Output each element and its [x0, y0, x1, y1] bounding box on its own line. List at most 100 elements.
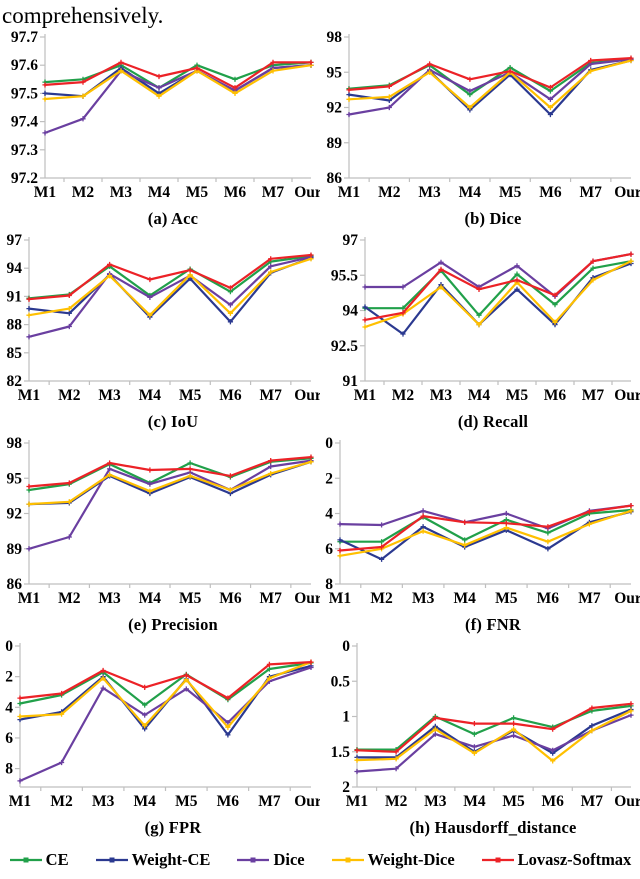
- svg-text:91: 91: [343, 373, 359, 390]
- svg-text:97.2: 97.2: [11, 170, 38, 187]
- svg-text:M2: M2: [50, 793, 73, 810]
- svg-text:97: 97: [7, 233, 23, 249]
- svg-text:M3: M3: [92, 793, 115, 810]
- svg-text:8: 8: [325, 576, 333, 593]
- svg-text:89: 89: [327, 135, 343, 152]
- legend-item-lovasz-softmax: Lovasz-Softmax: [481, 850, 632, 870]
- svg-text:M1: M1: [9, 793, 31, 810]
- svg-text:M6: M6: [217, 793, 240, 810]
- svg-text:8: 8: [5, 761, 13, 778]
- chart-fpr: 0 2 4 6 8 M1 M2 M3 M4 M5 M6 M7 Ours (g) FPR: [0, 639, 320, 841]
- svg-text:M5: M5: [186, 184, 209, 201]
- svg-text:M3: M3: [98, 387, 121, 404]
- svg-text:M3: M3: [430, 387, 453, 404]
- svg-text:6: 6: [325, 541, 333, 558]
- svg-text:M6: M6: [544, 387, 567, 404]
- chart-fnr: 0 2 4 6 8M1 M2 M3 M4 M5 M6 M7 Ours (f) FNR: [320, 436, 640, 638]
- svg-text:Ours: Ours: [614, 387, 640, 404]
- weight-ce-line-marker-icon: [95, 857, 128, 863]
- svg-text:97.3: 97.3: [11, 142, 38, 159]
- svg-text:2: 2: [342, 779, 350, 796]
- legend-label: Lovasz-Softmax: [517, 850, 632, 869]
- chart-acc: 97.2 97.3 97.4 97.5 97.6 97.7 M1 M2 M3 M4 M5 M6 M7 Ou…: [0, 30, 320, 232]
- svg-text:M4: M4: [463, 793, 486, 810]
- svg-text:M7: M7: [582, 387, 605, 404]
- svg-text:Ours: Ours: [614, 793, 640, 810]
- svg-text:M7: M7: [578, 590, 601, 607]
- legend: CE Weight-CE Dice Weight-Dice Lovasz-Softmax: [0, 850, 640, 870]
- svg-text:92.5: 92.5: [331, 338, 358, 355]
- svg-text:M1: M1: [354, 387, 376, 404]
- svg-text:86: 86: [327, 170, 343, 187]
- svg-text:97.5: 97.5: [11, 85, 38, 102]
- svg-text:98: 98: [327, 30, 343, 46]
- intro-text: comprehensively.: [2, 3, 164, 28]
- chart-dice: 86 89 92 95 98 M1 M2 M3 M4 M5 M6 M7 Ours (b) Dice: [320, 30, 640, 232]
- legend-item-weight-dice: Weight-Dice: [331, 850, 455, 870]
- svg-text:M7: M7: [581, 793, 604, 810]
- svg-text:0.5: 0.5: [331, 673, 351, 690]
- svg-text:85: 85: [7, 345, 23, 362]
- svg-text:M2: M2: [392, 387, 415, 404]
- svg-text:M2: M2: [72, 184, 95, 201]
- svg-text:M2: M2: [58, 387, 81, 404]
- svg-text:Ours: Ours: [294, 184, 320, 201]
- svg-text:M6: M6: [219, 590, 242, 607]
- svg-text:95: 95: [327, 64, 343, 81]
- chart-fnr-canvas: 0 2 4 6 8M1 M2 M3 M4 M5 M6 M7 Ours: [325, 436, 640, 607]
- svg-text:94: 94: [343, 303, 359, 320]
- svg-text:97.4: 97.4: [11, 114, 38, 131]
- svg-text:98: 98: [7, 436, 23, 452]
- chart-precision-canvas: 86 89 92 95 98 M1 M2 M3 M4 M5 M6 M7 Ours: [7, 436, 321, 607]
- chart-recall-caption: (d) Recall: [457, 412, 529, 431]
- svg-text:M4: M4: [148, 184, 171, 201]
- svg-text:1: 1: [342, 709, 350, 726]
- svg-text:M2: M2: [58, 590, 81, 607]
- svg-text:4: 4: [325, 506, 333, 523]
- svg-text:86: 86: [7, 576, 23, 593]
- svg-text:M5: M5: [502, 793, 525, 810]
- chart-dice-canvas: 86 89 92 95 98 M1 M2 M3 M4 M5 M6 M7 Ours: [327, 30, 640, 201]
- chart-hausdorff-caption: (h) Hausdorff_distance: [409, 818, 577, 837]
- svg-text:M6: M6: [219, 387, 242, 404]
- svg-text:1.5: 1.5: [331, 744, 351, 761]
- legend-label: Dice: [273, 850, 305, 869]
- svg-text:95.5: 95.5: [331, 267, 358, 284]
- legend-item-ce: CE: [9, 850, 69, 870]
- legend-label: CE: [45, 850, 69, 869]
- svg-text:M5: M5: [506, 387, 529, 404]
- svg-text:92: 92: [7, 506, 23, 523]
- svg-text:Ours: Ours: [294, 387, 320, 404]
- svg-text:M6: M6: [537, 590, 560, 607]
- svg-text:M5: M5: [499, 184, 522, 201]
- svg-text:6: 6: [5, 730, 13, 747]
- legend-item-dice: Dice: [236, 850, 305, 870]
- chart-fpr-caption: (g) FPR: [144, 818, 202, 837]
- svg-text:M4: M4: [134, 793, 157, 810]
- charts-grid: 97.2 97.3 97.4 97.5 97.6 97.7 M1 M2 M3 M4 M5 M6 M7 Ou…: [0, 30, 640, 841]
- svg-text:94: 94: [7, 260, 23, 277]
- legend-label: Weight-CE: [131, 850, 211, 869]
- lovasz-softmax-line-marker-icon: [481, 857, 514, 863]
- svg-text:Ours: Ours: [294, 793, 320, 810]
- chart-precision: 86 89 92 95 98 M1 M2 M3 M4 M5 M6 M7 Ours (e) Precisi…: [0, 436, 321, 638]
- svg-text:M4: M4: [139, 590, 162, 607]
- svg-text:M7: M7: [260, 387, 283, 404]
- svg-text:91: 91: [7, 288, 23, 305]
- svg-text:2: 2: [5, 669, 13, 686]
- chart-hausdorff: 0 0.5 1 1.5 2M1 M2 M3 M4 M5 M6 M7 Ours (h) Hausdorf…: [320, 639, 640, 841]
- chart-fpr-canvas: 0 2 4 6 8 M1 M2 M3 M4 M5 M6 M7 Ours: [5, 639, 320, 810]
- chart-precision-caption: (e) Precision: [128, 615, 218, 634]
- svg-text:M3: M3: [418, 184, 441, 201]
- svg-text:M3: M3: [98, 590, 121, 607]
- chart-fnr-caption: (f) FNR: [465, 615, 521, 634]
- svg-text:88: 88: [7, 317, 23, 334]
- svg-text:89: 89: [7, 541, 23, 558]
- chart-dice-caption: (b) Dice: [464, 209, 522, 228]
- svg-text:M1: M1: [338, 184, 360, 201]
- svg-text:M5: M5: [495, 590, 518, 607]
- svg-text:82: 82: [7, 373, 23, 390]
- svg-text:M4: M4: [139, 387, 162, 404]
- svg-text:M1: M1: [34, 184, 56, 201]
